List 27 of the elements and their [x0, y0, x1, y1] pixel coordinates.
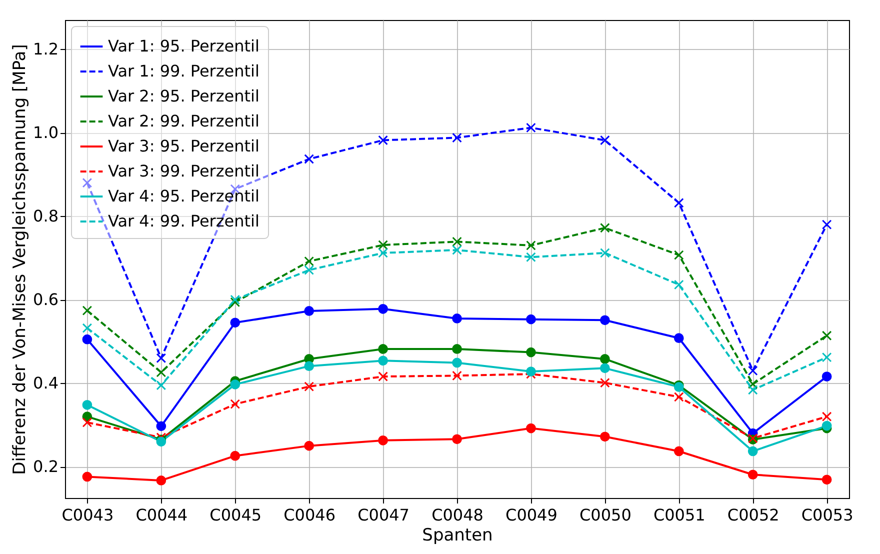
y-tick-label: 0.6: [33, 290, 58, 310]
x-tick-label: C0051: [653, 506, 706, 524]
x-tick-label: C0047: [358, 506, 410, 524]
x-axis-title: Spanten: [422, 526, 493, 546]
legend-label: Var 2: 99. Perzentil: [108, 112, 260, 130]
x-tick-label: C0053: [801, 506, 854, 524]
x-tick-label: C0049: [506, 506, 558, 524]
legend-label: Var 4: 95. Perzentil: [108, 186, 260, 206]
x-tick-label: C0044: [136, 506, 188, 524]
legend-label: Var 4: 99. Perzentil: [108, 212, 260, 230]
legend-label: Var 1: 95. Perzentil: [108, 36, 260, 56]
legend-label: Var 2: 95. Perzentil: [108, 86, 260, 106]
legend-label: Var 3: 99. Perzentil: [108, 162, 260, 180]
x-tick-label: C0052: [727, 506, 780, 524]
y-tick-label: 0.4: [33, 374, 58, 393]
x-tick-label: C0045: [210, 506, 262, 524]
y-tick-label: 0.2: [33, 457, 58, 476]
y-tick-label: 1.2: [33, 40, 58, 59]
y-tick-label: 1.0: [33, 123, 58, 142]
legend-label: Var 3: 95. Perzentil: [108, 136, 260, 156]
x-tick-label: C0050: [579, 506, 632, 524]
legend-label: Var 1: 99. Perzentil: [108, 62, 260, 80]
x-tick-label: C0046: [284, 506, 336, 524]
y-tick-label: 0.8: [33, 206, 58, 226]
x-tick-label: C0043: [62, 506, 114, 524]
x-tick-label: C0048: [432, 506, 484, 524]
y-axis-title: Differenz der Von-Mises Vergleichsspannung [MPa]: [10, 44, 30, 475]
